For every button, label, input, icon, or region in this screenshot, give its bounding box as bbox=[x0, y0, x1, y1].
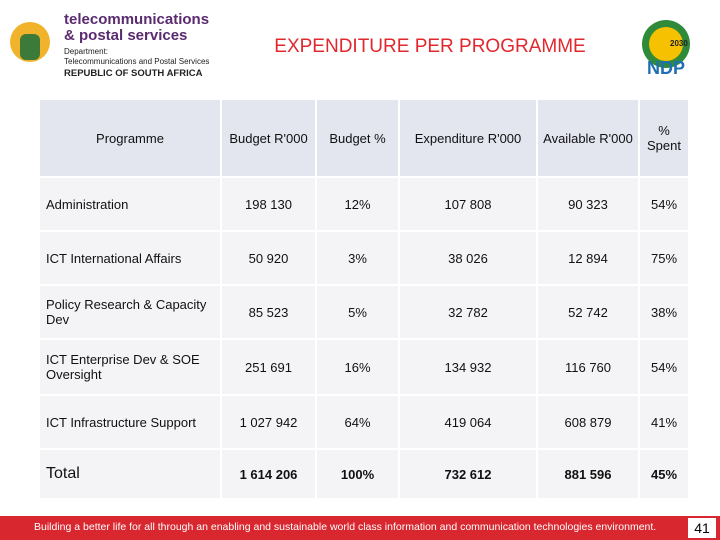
value-cell: 52 742 bbox=[536, 284, 640, 340]
value-cell: 38% bbox=[638, 284, 690, 340]
column-header: Expenditure R'000 bbox=[398, 98, 538, 178]
value-cell: 881 596 bbox=[536, 448, 640, 500]
value-cell: 54% bbox=[638, 338, 690, 396]
slide-title: EXPENDITURE PER PROGRAMME bbox=[274, 36, 586, 57]
value-cell: 41% bbox=[638, 394, 690, 450]
programme-cell: ICT Infrastructure Support bbox=[38, 394, 222, 450]
programme-cell: ICT International Affairs bbox=[38, 230, 222, 286]
table-row: Policy Research & Capacity Dev 85 523 5% 32… bbox=[38, 284, 690, 340]
value-cell: 5% bbox=[315, 284, 400, 340]
value-cell: 90 323 bbox=[536, 176, 640, 232]
value-cell: 1 027 942 bbox=[220, 394, 317, 450]
value-cell: 12% bbox=[315, 176, 400, 232]
value-cell: 50 920 bbox=[220, 230, 317, 286]
value-cell: 16% bbox=[315, 338, 400, 396]
programme-cell: ICT Enterprise Dev & SOE Oversight bbox=[38, 338, 222, 396]
value-cell: 38 026 bbox=[398, 230, 538, 286]
table-row: ICT Infrastructure Support 1 027 942 64% 41… bbox=[38, 394, 690, 450]
value-cell: 419 064 bbox=[398, 394, 538, 450]
table-row: Total 1 614 206 100% 732 612 881 596 45% bbox=[38, 448, 690, 500]
value-cell: 75% bbox=[638, 230, 690, 286]
value-cell: 100% bbox=[315, 448, 400, 500]
value-cell: 1 614 206 bbox=[220, 448, 317, 500]
value-cell: 12 894 bbox=[536, 230, 640, 286]
coat-of-arms-shield bbox=[20, 34, 40, 60]
logo-line: telecommunications bbox=[64, 11, 209, 28]
logo: telecommunications & postal services Dep… bbox=[10, 11, 209, 79]
expenditure-table: Programme Budget R'000 Budget % Expenditure… bbox=[38, 98, 690, 500]
column-header: Budget R'000 bbox=[220, 98, 317, 178]
programme-cell: Administration bbox=[38, 176, 222, 232]
ndp-logo: 2030 NDP bbox=[642, 20, 690, 78]
column-header: Budget % bbox=[315, 98, 400, 178]
logo-department-name: Telecommunications and Postal Services bbox=[64, 57, 209, 66]
logo-country: REPUBLIC OF SOUTH AFRICA bbox=[64, 68, 203, 79]
ndp-text: NDP bbox=[647, 58, 685, 78]
value-cell: 732 612 bbox=[398, 448, 538, 500]
value-cell: 251 691 bbox=[220, 338, 317, 396]
programme-cell: Policy Research & Capacity Dev bbox=[38, 284, 222, 340]
value-cell: 64% bbox=[315, 394, 400, 450]
value-cell: 198 130 bbox=[220, 176, 317, 232]
value-cell: 45% bbox=[638, 448, 690, 500]
column-header: Programme bbox=[38, 98, 222, 178]
value-cell: 107 808 bbox=[398, 176, 538, 232]
value-cell: 134 932 bbox=[398, 338, 538, 396]
value-cell: 85 523 bbox=[220, 284, 317, 340]
header-row: Programme Budget R'000 Budget % Expenditure… bbox=[38, 98, 690, 178]
value-cell: 32 782 bbox=[398, 284, 538, 340]
table-row: Administration 198 130 12% 107 808 90 323 54% bbox=[38, 176, 690, 232]
table-row: ICT Enterprise Dev & SOE Oversight 251 69… bbox=[38, 338, 690, 396]
column-header: % Spent bbox=[638, 98, 690, 178]
column-header: Available R'000 bbox=[536, 98, 640, 178]
footer-text: Building a better life for all through a… bbox=[34, 521, 657, 533]
page-number: 41 bbox=[688, 518, 716, 538]
table-row: ICT International Affairs 50 920 3% 38 026 1… bbox=[38, 230, 690, 286]
value-cell: 608 879 bbox=[536, 394, 640, 450]
logo-line: & postal services bbox=[64, 27, 187, 44]
ndp-inner bbox=[649, 27, 683, 61]
value-cell: 116 760 bbox=[536, 338, 640, 396]
footer: Building a better life for all through a… bbox=[0, 516, 720, 540]
value-cell: 54% bbox=[638, 176, 690, 232]
programme-cell: Total bbox=[38, 448, 222, 500]
value-cell: 3% bbox=[315, 230, 400, 286]
ndp-year: 2030 bbox=[670, 39, 688, 48]
logo-department: Department: bbox=[64, 47, 108, 56]
